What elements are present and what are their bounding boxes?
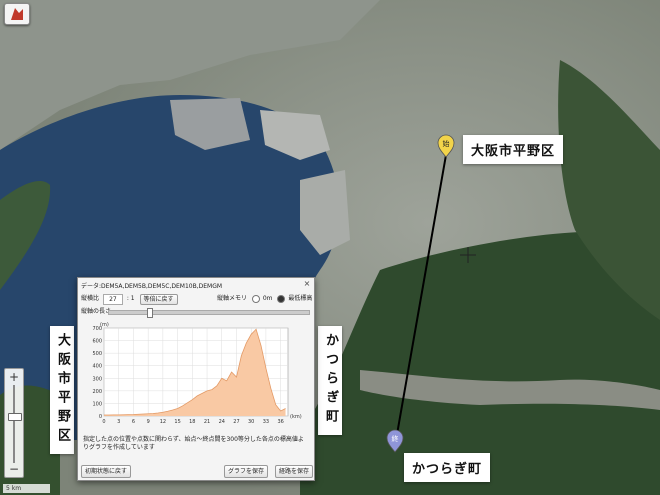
elevation-line [104,328,286,416]
elevation-profile-panel: データ:DEM5A,DEM5B,DEM5C,DEM10B,DEMGM × 縦横比… [77,277,315,481]
x-tick-label: 21 [204,419,210,425]
y-tick-label: 300 [92,376,102,382]
memory-label: 縦軸メモリ [217,295,248,302]
x-tick-label: 18 [189,419,195,425]
x-tick-label: 9 [147,419,150,425]
scale-bar: 5 km [3,484,50,493]
start-pin-text: 始 [443,139,450,148]
y-tick-label: 700 [92,326,102,332]
memory-row: 縦軸メモリ 0m 最低標高 [217,293,312,305]
y-axis-unit: (m) [100,322,109,328]
save-graph-button[interactable]: グラフを保存 [224,465,269,478]
end-place-label: かつらぎ町 [404,453,491,482]
minus-icon[interactable]: − [8,462,20,476]
radio-min-elevation[interactable] [277,295,286,303]
start-place-vertical-label: 大阪市平野区 [50,326,74,454]
ratio-suffix: : 1 [126,295,135,302]
y-tick-label: 0 [99,414,102,420]
reset-button[interactable]: 初期状態に戻す [81,465,132,478]
end-marker[interactable]: 終 [386,429,404,453]
y-tick-label: 600 [92,339,102,345]
start-place-label: 大阪市平野区 [463,135,564,164]
plus-icon[interactable]: + [8,370,20,384]
x-tick-label: 0 [102,419,105,425]
y-tick-label: 200 [92,389,102,395]
elevation-area [104,329,286,416]
end-place-vertical-label: かつらぎ町 [318,326,342,435]
x-tick-label: 12 [160,419,166,425]
zoom-control: + − [4,368,24,478]
zoom-slider-handle[interactable] [8,413,22,421]
save-route-button[interactable]: 経路を保存 [275,465,314,478]
x-tick-label: 6 [132,419,135,425]
memory-option-min: 最低標高 [288,295,313,302]
zoom-track[interactable] [13,385,15,463]
x-tick-label: 30 [248,419,254,425]
x-tick-label: 36 [277,419,283,425]
red-shield-logo-icon[interactable] [4,3,30,25]
profile-note: 指定した点の位置や点数に関わらず、始点〜終点間を300等分した各点の標高値よりグ… [83,436,304,451]
memory-option-zero: 0m [262,295,273,302]
crosshair-icon [460,247,476,263]
y-tick-label: 500 [92,351,102,357]
length-label: 縦軸の長さ [81,308,112,315]
x-tick-label: 24 [219,419,225,425]
ratio-input[interactable]: 27 [102,293,123,305]
length-slider-handle[interactable] [147,308,153,318]
end-pin-text: 終 [392,434,399,443]
restore-ratio-button[interactable]: 等倍に戻す [139,293,178,305]
y-tick-label: 400 [92,364,102,370]
panel-title: データ:DEM5A,DEM5B,DEM5C,DEM10B,DEMGM [81,283,223,290]
x-tick-label: 27 [233,419,239,425]
x-tick-label: 33 [263,419,269,425]
length-slider[interactable] [108,308,310,318]
x-tick-label: 3 [117,419,120,425]
x-tick-label: 15 [174,419,180,425]
route-line [395,154,447,441]
start-marker[interactable]: 始 [437,134,455,158]
radio-zero[interactable] [251,295,260,303]
ratio-row: 縦横比 27 : 1 等倍に戻す [81,293,178,305]
close-icon[interactable]: × [303,279,311,288]
y-tick-label: 100 [92,401,102,407]
x-axis-unit: (km) [290,414,302,420]
ratio-label: 縦横比 [81,295,100,302]
